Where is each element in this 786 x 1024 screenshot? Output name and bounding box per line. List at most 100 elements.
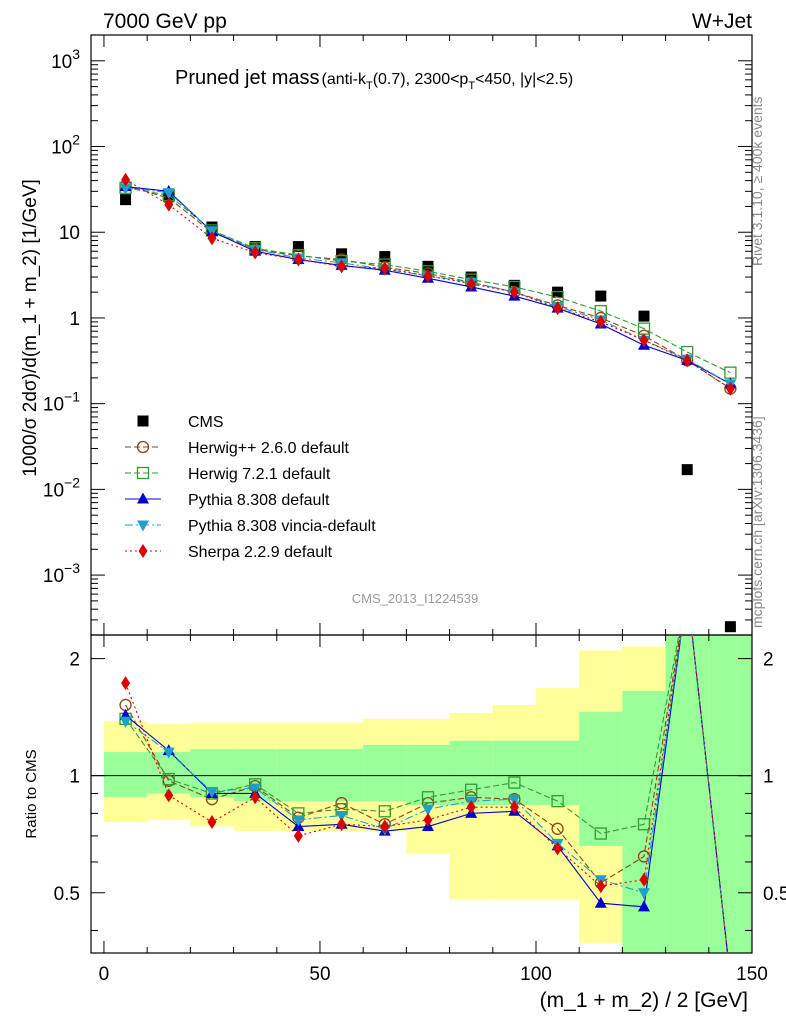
point-sherpa-2-2-9-default <box>164 197 174 212</box>
ratio-plot-frame <box>90 634 753 954</box>
legend-marker-pythia-8-308-default <box>137 492 149 504</box>
cms-point <box>379 251 391 263</box>
ratio-point-herwig-2-6-0-default <box>637 850 651 863</box>
legend-marker-cms <box>137 415 149 427</box>
ratio-point-sherpa-2-2-9-default <box>380 819 390 834</box>
ratio-tick-label-right: 2 <box>763 650 774 671</box>
ratio-point-sherpa-2-2-9-default <box>337 817 347 832</box>
band-inner <box>276 749 320 802</box>
series-line-sherpa-2-2-9-default <box>125 179 731 390</box>
legend-label-pythia-8-308-default: Pythia 8.308 default <box>188 492 330 509</box>
series-line-pythia-8-308-default <box>125 186 731 385</box>
ratio-y-axis-title: Ratio to CMS <box>23 749 40 838</box>
cms-point <box>595 290 607 302</box>
x-tick-label: 100 <box>520 964 552 985</box>
ratio-point-sherpa-2-2-9-default <box>509 800 519 815</box>
process-label: W+Jet <box>692 10 752 33</box>
point-sherpa-2-2-9-default <box>509 285 519 300</box>
point-sherpa-2-2-9-default <box>466 276 476 291</box>
ratio-point-sherpa-2-2-9-default <box>423 812 433 827</box>
y-tick-label: 1 <box>69 309 80 330</box>
ratio-point-sherpa-2-2-9-default <box>164 788 174 803</box>
legend-label-pythia-8-308-vincia-default: Pythia 8.308 vincia-default <box>188 518 376 535</box>
ratio-point-sherpa-2-2-9-default <box>207 815 217 830</box>
mcplots-label: mcplots.cern.ch [arXiv:1306.3436] <box>749 416 765 628</box>
ratio-point-sherpa-2-2-9-default <box>293 828 303 843</box>
ratio-point-herwig-7-2-1-default <box>465 783 478 796</box>
point-sherpa-2-2-9-default <box>207 231 217 246</box>
legend-label-cms: CMS <box>188 414 224 431</box>
ratio-point-sherpa-2-2-9-default <box>596 879 606 894</box>
ratio-tick-label-right: 1 <box>763 767 774 788</box>
ratio-tick-label-left: 1 <box>69 767 80 788</box>
series-line-herwig-2-6-0-default <box>125 185 731 390</box>
analysis-id: CMS_2013_I1224539 <box>352 591 479 606</box>
energy-label: 7000 GeV pp <box>103 10 227 33</box>
point-sherpa-2-2-9-default <box>293 252 303 267</box>
point-sherpa-2-2-9-default <box>639 333 649 348</box>
x-tick-label: 0 <box>99 964 110 985</box>
ratio-point-pythia-8-308-vincia-default <box>205 787 218 799</box>
main-series-layer <box>119 172 737 633</box>
band-inner <box>708 635 752 953</box>
plot-title: Pruned jet mass (anti-kT(0.7), 2300<pT<45… <box>175 67 573 92</box>
ratio-tick-label-right: 0.5 <box>763 884 786 905</box>
point-sherpa-2-2-9-default <box>380 261 390 276</box>
rivet-label: Rivet 3.1.10, ≥ 400k events <box>749 96 765 266</box>
ratio-point-herwig-7-2-1-default <box>594 827 607 840</box>
y-tick-label: 10−1 <box>43 389 80 416</box>
ratio-point-herwig-7-2-1-default <box>508 776 521 789</box>
cms-point <box>292 241 304 253</box>
ratio-point-pythia-8-308-vincia-default <box>119 716 132 728</box>
point-sherpa-2-2-9-default <box>682 353 692 368</box>
ratio-y-axis: 2 2 1 1 0.5 0.5 <box>54 650 786 931</box>
cms-point <box>638 310 650 322</box>
ratio-point-sherpa-2-2-9-default <box>250 790 260 805</box>
ratio-point-herwig-2-6-0-default <box>551 822 564 835</box>
ratio-tick-label-left: 2 <box>69 650 80 671</box>
band-inner <box>103 752 148 798</box>
point-pythia-8-308-vincia-default <box>162 188 175 200</box>
x-tick-label: 50 <box>309 964 330 985</box>
ratio-point-sherpa-2-2-9-default <box>121 676 131 691</box>
x-tick-label: 150 <box>736 964 768 985</box>
point-sherpa-2-2-9-default <box>423 268 433 283</box>
legend-marker-herwig-7-2-1-default <box>136 466 150 480</box>
ratio-uncertainty-bands <box>103 635 752 953</box>
y-tick-label: 10−3 <box>43 560 80 587</box>
legend-label-herwig-2-6-0-default: Herwig++ 2.6.0 default <box>188 440 350 457</box>
ratio-point-pythia-8-308-vincia-default <box>292 815 305 827</box>
ratio-point-herwig-7-2-1-default <box>551 795 564 808</box>
ratio-point-pythia-8-308-default <box>637 900 650 912</box>
x-axis-title: (m_1 + m_2) / 2 [GeV] <box>540 989 748 1012</box>
band-inner <box>492 740 536 806</box>
legend-marker-herwig-2-6-0-default <box>136 440 150 454</box>
ratio-point-herwig-7-2-1-default <box>637 818 651 831</box>
point-sherpa-2-2-9-default <box>250 245 260 260</box>
point-sherpa-2-2-9-default <box>596 314 606 329</box>
y-tick-label: 10−2 <box>43 474 80 501</box>
legend-marker-sherpa-2-2-9-default <box>138 544 148 558</box>
legend-label-sherpa-2-2-9-default: Sherpa 2.2.9 default <box>188 544 333 561</box>
ratio-point-herwig-7-2-1-default <box>162 772 175 786</box>
ratio-point-pythia-8-308-default <box>594 896 607 908</box>
band-inner <box>319 749 364 802</box>
ratio-series-layer <box>119 635 729 953</box>
ratio-point-sherpa-2-2-9-default <box>466 800 476 815</box>
point-pythia-8-308-vincia-default <box>119 183 132 195</box>
series-line-pythia-8-308-vincia-default <box>125 187 731 385</box>
ratio-point-pythia-8-308-vincia-default <box>335 810 348 822</box>
ratio-point-pythia-8-308-vincia-default <box>421 804 434 816</box>
cms-point <box>681 464 693 476</box>
band-inner <box>579 711 623 846</box>
legend: CMS Herwig++ 2.6.0 default Herwig 7.2.1 de… <box>125 414 376 561</box>
band-inner <box>406 744 450 806</box>
point-sherpa-2-2-9-default <box>553 301 563 316</box>
y-tick-label: 102 <box>51 132 80 159</box>
y-tick-label: 10 <box>59 223 80 244</box>
ratio-point-sherpa-2-2-9-default <box>553 841 563 856</box>
point-sherpa-2-2-9-default <box>725 381 735 396</box>
band-inner <box>449 740 493 806</box>
